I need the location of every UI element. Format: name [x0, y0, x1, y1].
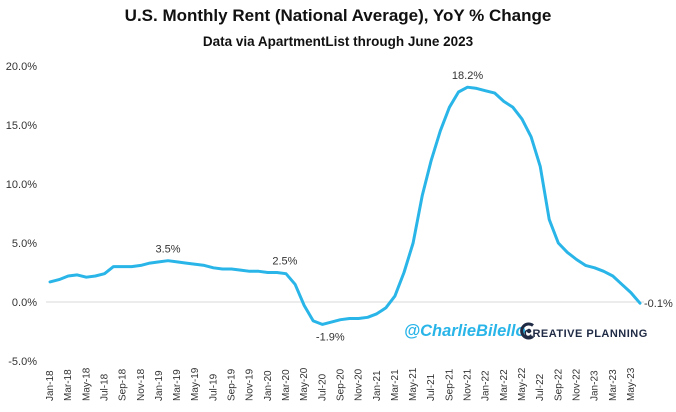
brand-logo: CREATIVE PLANNING — [520, 322, 648, 346]
x-tick-label: May-22 — [517, 367, 528, 401]
x-tick-label: Sep-20 — [335, 368, 346, 401]
y-tick-label: -5.0% — [8, 356, 37, 368]
data-label: -0.1% — [644, 298, 673, 310]
y-tick-label: 20.0% — [6, 61, 37, 73]
x-tick-label: Sep-21 — [444, 368, 455, 401]
brand-name: CREATIVE PLANNING — [524, 328, 648, 340]
x-tick-label: Sep-18 — [118, 368, 129, 401]
x-tick-label: Jan-18 — [45, 370, 56, 401]
x-tick-label: Mar-20 — [281, 369, 292, 401]
y-tick-label: 10.0% — [6, 179, 37, 191]
x-tick-label: Sep-22 — [553, 368, 564, 401]
creative-planning-logo-icon — [520, 322, 534, 340]
y-tick-label: 5.0% — [12, 238, 37, 250]
series-group — [48, 85, 642, 326]
data-label: -1.9% — [316, 331, 345, 343]
y-tick-label: 0.0% — [12, 297, 37, 309]
x-tick-label: Mar-22 — [499, 369, 510, 401]
x-tick-label: Nov-20 — [354, 368, 365, 401]
x-tick-label: Jul-19 — [208, 373, 219, 401]
author-handle: @CharlieBilello — [404, 322, 526, 340]
x-tick-label: May-21 — [408, 367, 419, 401]
chart-title: U.S. Monthly Rent (National Average), Yo… — [124, 6, 552, 25]
data-label: 18.2% — [452, 70, 483, 82]
x-tick-label: May-23 — [626, 367, 637, 401]
x-tick-label: May-20 — [299, 367, 310, 401]
data-label: 3.5% — [155, 244, 180, 256]
x-tick-label: Jan-20 — [263, 370, 274, 401]
y-tick-label: 15.0% — [6, 120, 37, 132]
x-tick-label: Jul-20 — [317, 373, 328, 401]
x-tick-label: Jul-22 — [535, 373, 546, 401]
x-tick-label: Jul-21 — [426, 373, 437, 401]
x-tick-label: May-19 — [190, 367, 201, 401]
chart-subtitle: Data via ApartmentList through June 2023 — [202, 34, 474, 49]
x-tick-label: Mar-21 — [390, 369, 401, 401]
y-axis: -5.0% 0.0% 5.0% 10.0% 15.0% 20.0% — [6, 61, 37, 368]
x-tick-label: Jan-23 — [590, 370, 601, 401]
series-line — [48, 85, 642, 326]
x-tick-label: Nov-21 — [463, 368, 474, 401]
x-tick-label: Jan-21 — [372, 370, 383, 401]
x-tick-label: Nov-18 — [136, 368, 147, 401]
x-tick-label: Mar-23 — [608, 369, 619, 401]
x-tick-label: Mar-19 — [172, 369, 183, 401]
x-tick-label: Nov-19 — [245, 368, 256, 401]
x-tick-label: Jul-18 — [99, 373, 110, 401]
x-tick-label: Nov-22 — [571, 368, 582, 401]
x-tick-label: Jan-22 — [481, 370, 492, 401]
data-labels: 3.5% 2.5% -1.9% 18.2% -0.1% — [155, 70, 672, 343]
x-axis: Jan-18 Mar-18 May-18 Jul-18 Sep-18 Nov-18 Jan-… — [45, 301, 644, 401]
x-tick-label: May-18 — [81, 367, 92, 401]
data-label: 2.5% — [272, 256, 297, 268]
x-tick-label: Sep-19 — [227, 368, 238, 401]
x-tick-label: Jan-19 — [154, 370, 165, 401]
x-tick-label: Mar-18 — [63, 369, 74, 401]
